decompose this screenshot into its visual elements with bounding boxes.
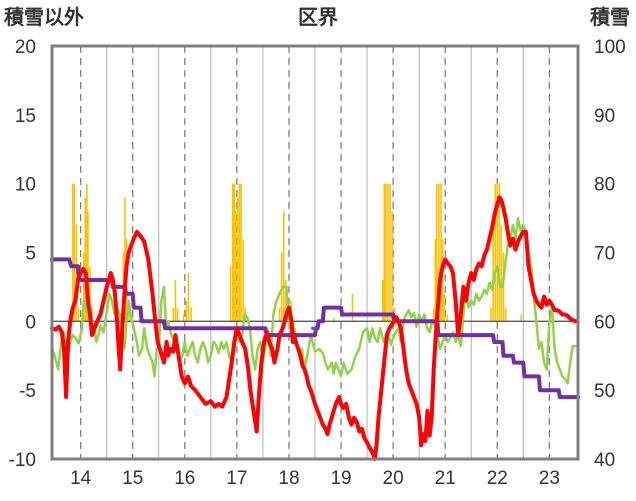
snow-depth-bar: [190, 307, 192, 322]
y-tick-right: 50: [594, 381, 615, 402]
snow-depth-bar: [446, 314, 449, 322]
snow-depth-bar: [72, 183, 74, 322]
y-tick-left: 0: [25, 312, 36, 333]
snow-depth-bar: [391, 211, 393, 322]
snow-depth-bar: [432, 307, 435, 322]
snow-depth-bar: [490, 307, 492, 322]
snow-depth-bar: [381, 280, 384, 322]
x-tick: 16: [174, 468, 195, 489]
snow-depth-bar: [351, 293, 354, 322]
snow-depth-bar: [504, 307, 507, 322]
snow-depth-bar: [75, 224, 78, 322]
snow-depth-bar: [77, 307, 80, 322]
y-tick-left: 20: [15, 37, 36, 58]
snow-depth-bar: [237, 197, 239, 322]
snow-depth-bar: [441, 238, 444, 322]
y-tick-left: -5: [19, 381, 36, 402]
y-tick-left: 15: [15, 106, 36, 127]
snow-depth-bar: [278, 307, 281, 322]
snow-depth-bar: [82, 252, 85, 322]
snow-depth-bar: [498, 183, 501, 322]
snow-depth-bar: [235, 211, 237, 322]
left-axis-label: 積雪以外: [4, 5, 84, 29]
snow-depth-bar: [443, 293, 445, 322]
snow-depth-bar: [238, 183, 241, 322]
snow-depth-bar: [389, 183, 391, 322]
snow-depth-bar: [185, 300, 188, 322]
snow-depth-bar: [387, 183, 389, 322]
snow-depth-bar: [86, 183, 88, 322]
snow-depth-bar: [89, 266, 91, 322]
snow-depth-bar: [285, 280, 287, 322]
snow-depth-bar: [492, 224, 494, 322]
snow-depth-bar: [124, 197, 126, 322]
series-line-3: [50, 195, 578, 461]
snow-depth-bar: [233, 183, 236, 322]
snow-depth-bar: [500, 224, 503, 322]
y-tick-right: 70: [594, 244, 615, 265]
snow-depth-bar: [91, 307, 93, 322]
x-tick: 21: [435, 468, 456, 489]
snow-depth-bar: [385, 183, 387, 322]
x-tick: 20: [383, 468, 404, 489]
snow-depth-bar: [332, 317, 335, 322]
snow-depth-bar: [187, 273, 190, 322]
snow-depth-bar: [434, 238, 437, 322]
x-tick: 14: [70, 468, 92, 489]
y-tick-right: 100: [594, 37, 626, 58]
snow-depth-bar: [440, 183, 442, 322]
snow-depth-bar: [174, 280, 177, 322]
x-tick: 22: [487, 468, 508, 489]
snow-depth-bar: [176, 307, 179, 322]
snow-depth-bar: [231, 183, 234, 322]
y-tick-right: 40: [594, 450, 615, 471]
chart-title: 区界: [298, 6, 338, 29]
y-tick-left: 5: [25, 244, 36, 265]
x-tick: 23: [539, 468, 560, 489]
x-tick: 15: [122, 468, 143, 489]
snow-depth-bar: [240, 183, 242, 322]
y-tick-right: 60: [594, 312, 615, 333]
snow-depth-bar: [494, 183, 496, 322]
y-tick-right: 80: [594, 175, 615, 196]
x-tick: 18: [278, 468, 299, 489]
snow-depth-bar: [182, 314, 185, 322]
snow-depth-bar: [496, 183, 499, 322]
y-tick-right: 90: [594, 106, 615, 127]
snow-depth-bar: [383, 183, 386, 322]
snow-depth-bar: [436, 183, 438, 322]
snow-depth-bar: [73, 183, 76, 322]
snow-depth-bar: [282, 211, 285, 322]
series-line-4: [310, 326, 317, 332]
snow-depth-bar: [84, 197, 87, 322]
y-tick-left: 10: [15, 175, 36, 196]
right-axis-label: 積雪: [590, 6, 630, 29]
x-tick: 17: [226, 468, 247, 489]
series-line-2: [50, 257, 580, 400]
snow-depth-bar: [128, 307, 130, 322]
snow-depth-bar: [520, 314, 523, 322]
y-tick-left: -10: [9, 450, 36, 471]
plot-frame: [50, 44, 580, 461]
x-tick: 19: [330, 468, 351, 489]
snow-depth-bar: [87, 211, 89, 322]
snow-depth-bar: [438, 183, 440, 322]
snow-depth-bar: [229, 266, 232, 322]
snow-depth-bar: [172, 307, 175, 322]
snow-depth-bar: [242, 238, 244, 322]
